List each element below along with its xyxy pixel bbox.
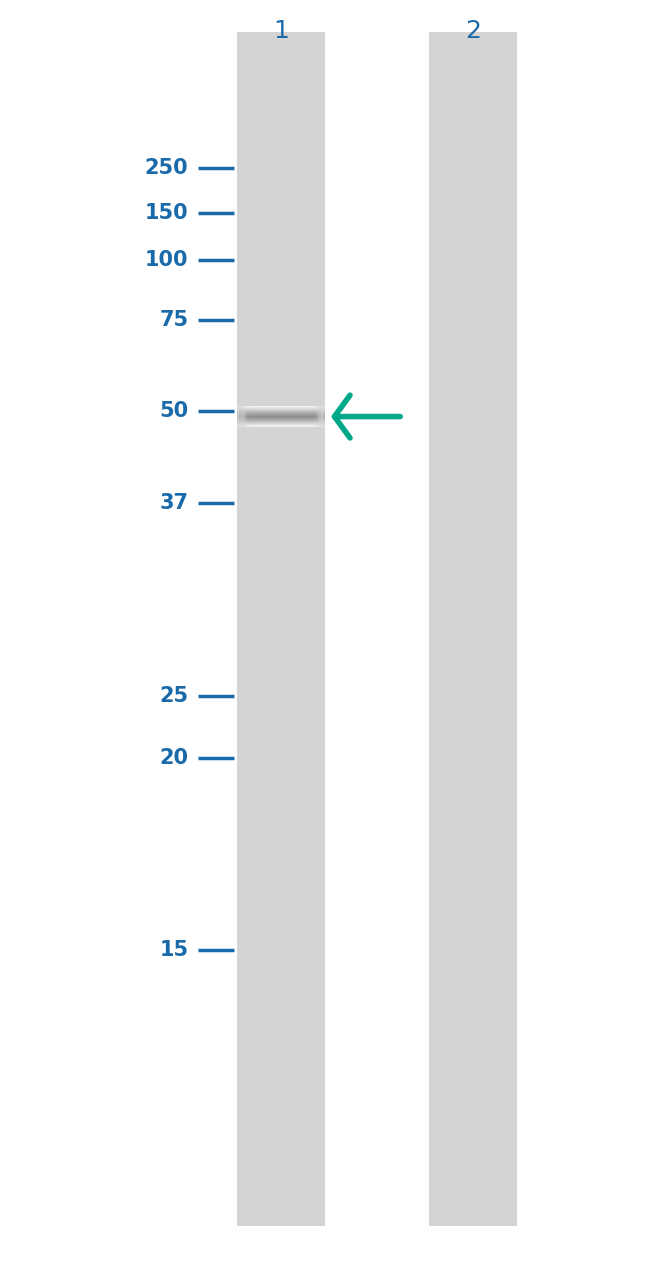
Bar [324, 406, 326, 427]
Bar [239, 406, 240, 427]
Bar [323, 406, 324, 427]
Bar [324, 406, 325, 427]
Text: 25: 25 [159, 686, 188, 706]
Bar [316, 406, 317, 427]
Bar [238, 406, 239, 427]
Text: 37: 37 [159, 493, 188, 513]
Bar [322, 406, 324, 427]
Bar [245, 406, 246, 427]
Bar [240, 406, 241, 427]
Bar [243, 406, 244, 427]
Bar [245, 406, 246, 427]
Bar [314, 406, 315, 427]
Text: 75: 75 [159, 310, 188, 330]
Bar [238, 406, 239, 427]
Bar [318, 406, 319, 427]
Bar [321, 406, 322, 427]
Text: 150: 150 [145, 203, 188, 224]
Bar [317, 406, 318, 427]
Text: 50: 50 [159, 401, 188, 422]
Bar [248, 406, 249, 427]
Bar [322, 406, 323, 427]
Bar [240, 406, 241, 427]
Text: 100: 100 [145, 250, 188, 271]
Text: 15: 15 [159, 940, 188, 960]
Text: 20: 20 [159, 748, 188, 768]
Bar [246, 406, 247, 427]
Bar [317, 406, 318, 427]
Bar [319, 406, 320, 427]
Bar [313, 406, 314, 427]
Bar [244, 406, 245, 427]
Bar [242, 406, 243, 427]
Bar [237, 406, 238, 427]
Bar [314, 406, 315, 427]
Bar [241, 406, 242, 427]
Bar [247, 406, 248, 427]
Text: 1: 1 [273, 19, 289, 43]
Bar [237, 32, 325, 1226]
Bar [429, 32, 517, 1226]
Bar [321, 406, 322, 427]
Bar [246, 406, 248, 427]
Bar [248, 406, 250, 427]
Bar [241, 406, 242, 427]
Bar [243, 406, 244, 427]
Bar [316, 406, 317, 427]
Text: 2: 2 [465, 19, 481, 43]
Bar [319, 406, 320, 427]
Bar [320, 406, 321, 427]
Bar [315, 406, 316, 427]
Text: 250: 250 [145, 157, 188, 178]
